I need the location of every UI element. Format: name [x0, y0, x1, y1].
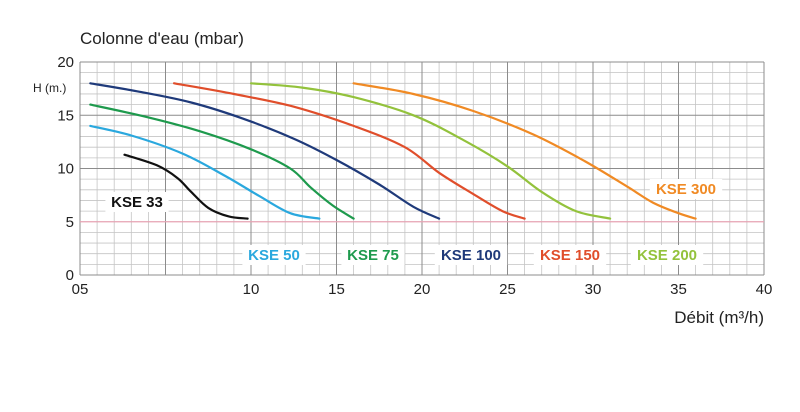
major-grid: [79, 61, 765, 276]
y-tick-label: 20: [57, 54, 74, 71]
x-tick-label: 30: [585, 281, 602, 298]
y-tick-label: 0: [66, 267, 74, 284]
series-label-background: [533, 245, 607, 265]
series-line-kse-33: [123, 153, 249, 220]
x-tick-label: 10: [243, 281, 260, 298]
series-label-background: [630, 245, 704, 265]
y-tick-label: 5: [66, 214, 74, 231]
series-label-background: [242, 245, 306, 265]
series-label-kse-300: KSE 300: [656, 181, 716, 198]
x-tick-label: 20: [414, 281, 431, 298]
x-tick-label: 40: [756, 281, 773, 298]
x-tick-label: 25: [499, 281, 516, 298]
series-line-kse-300: [352, 82, 697, 220]
series-label-kse-33: KSE 33: [111, 194, 163, 211]
series-line-kse-200: [249, 82, 612, 220]
series-label-kse-150: KSE 150: [540, 247, 600, 264]
series-line-kse-50: [89, 124, 321, 220]
series-label-background: [105, 192, 169, 212]
y-tick-label: 15: [57, 107, 74, 124]
series-label-kse-75: KSE 75: [347, 247, 399, 264]
series-label-kse-200: KSE 200: [637, 247, 697, 264]
series-line-kse-150: [173, 82, 526, 220]
series-label-kse-50: KSE 50: [248, 247, 300, 264]
series-label-background: [341, 245, 405, 265]
series-label-background: [434, 245, 508, 265]
x-tick-label: 15: [328, 281, 345, 298]
series-line-kse-75: [89, 103, 355, 220]
series-line-kse-100: [89, 82, 441, 220]
series-lines: [89, 82, 697, 220]
series-label-kse-100: KSE 100: [441, 247, 501, 264]
x-tick-label: 35: [670, 281, 687, 298]
y-axis-subtitle: H (m.): [33, 81, 66, 95]
series-labels: KSE 33 KSE 50 KSE 75 KSE 100 KSE 150 KSE 200 K…: [105, 179, 723, 265]
series-label-background: [649, 179, 723, 199]
x-tick-label: 05: [72, 281, 89, 298]
y-tick-label: 10: [57, 161, 74, 178]
x-axis-title: Débit (m³/h): [674, 308, 764, 327]
y-axis-title: Colonne d'eau (mbar): [80, 29, 244, 48]
